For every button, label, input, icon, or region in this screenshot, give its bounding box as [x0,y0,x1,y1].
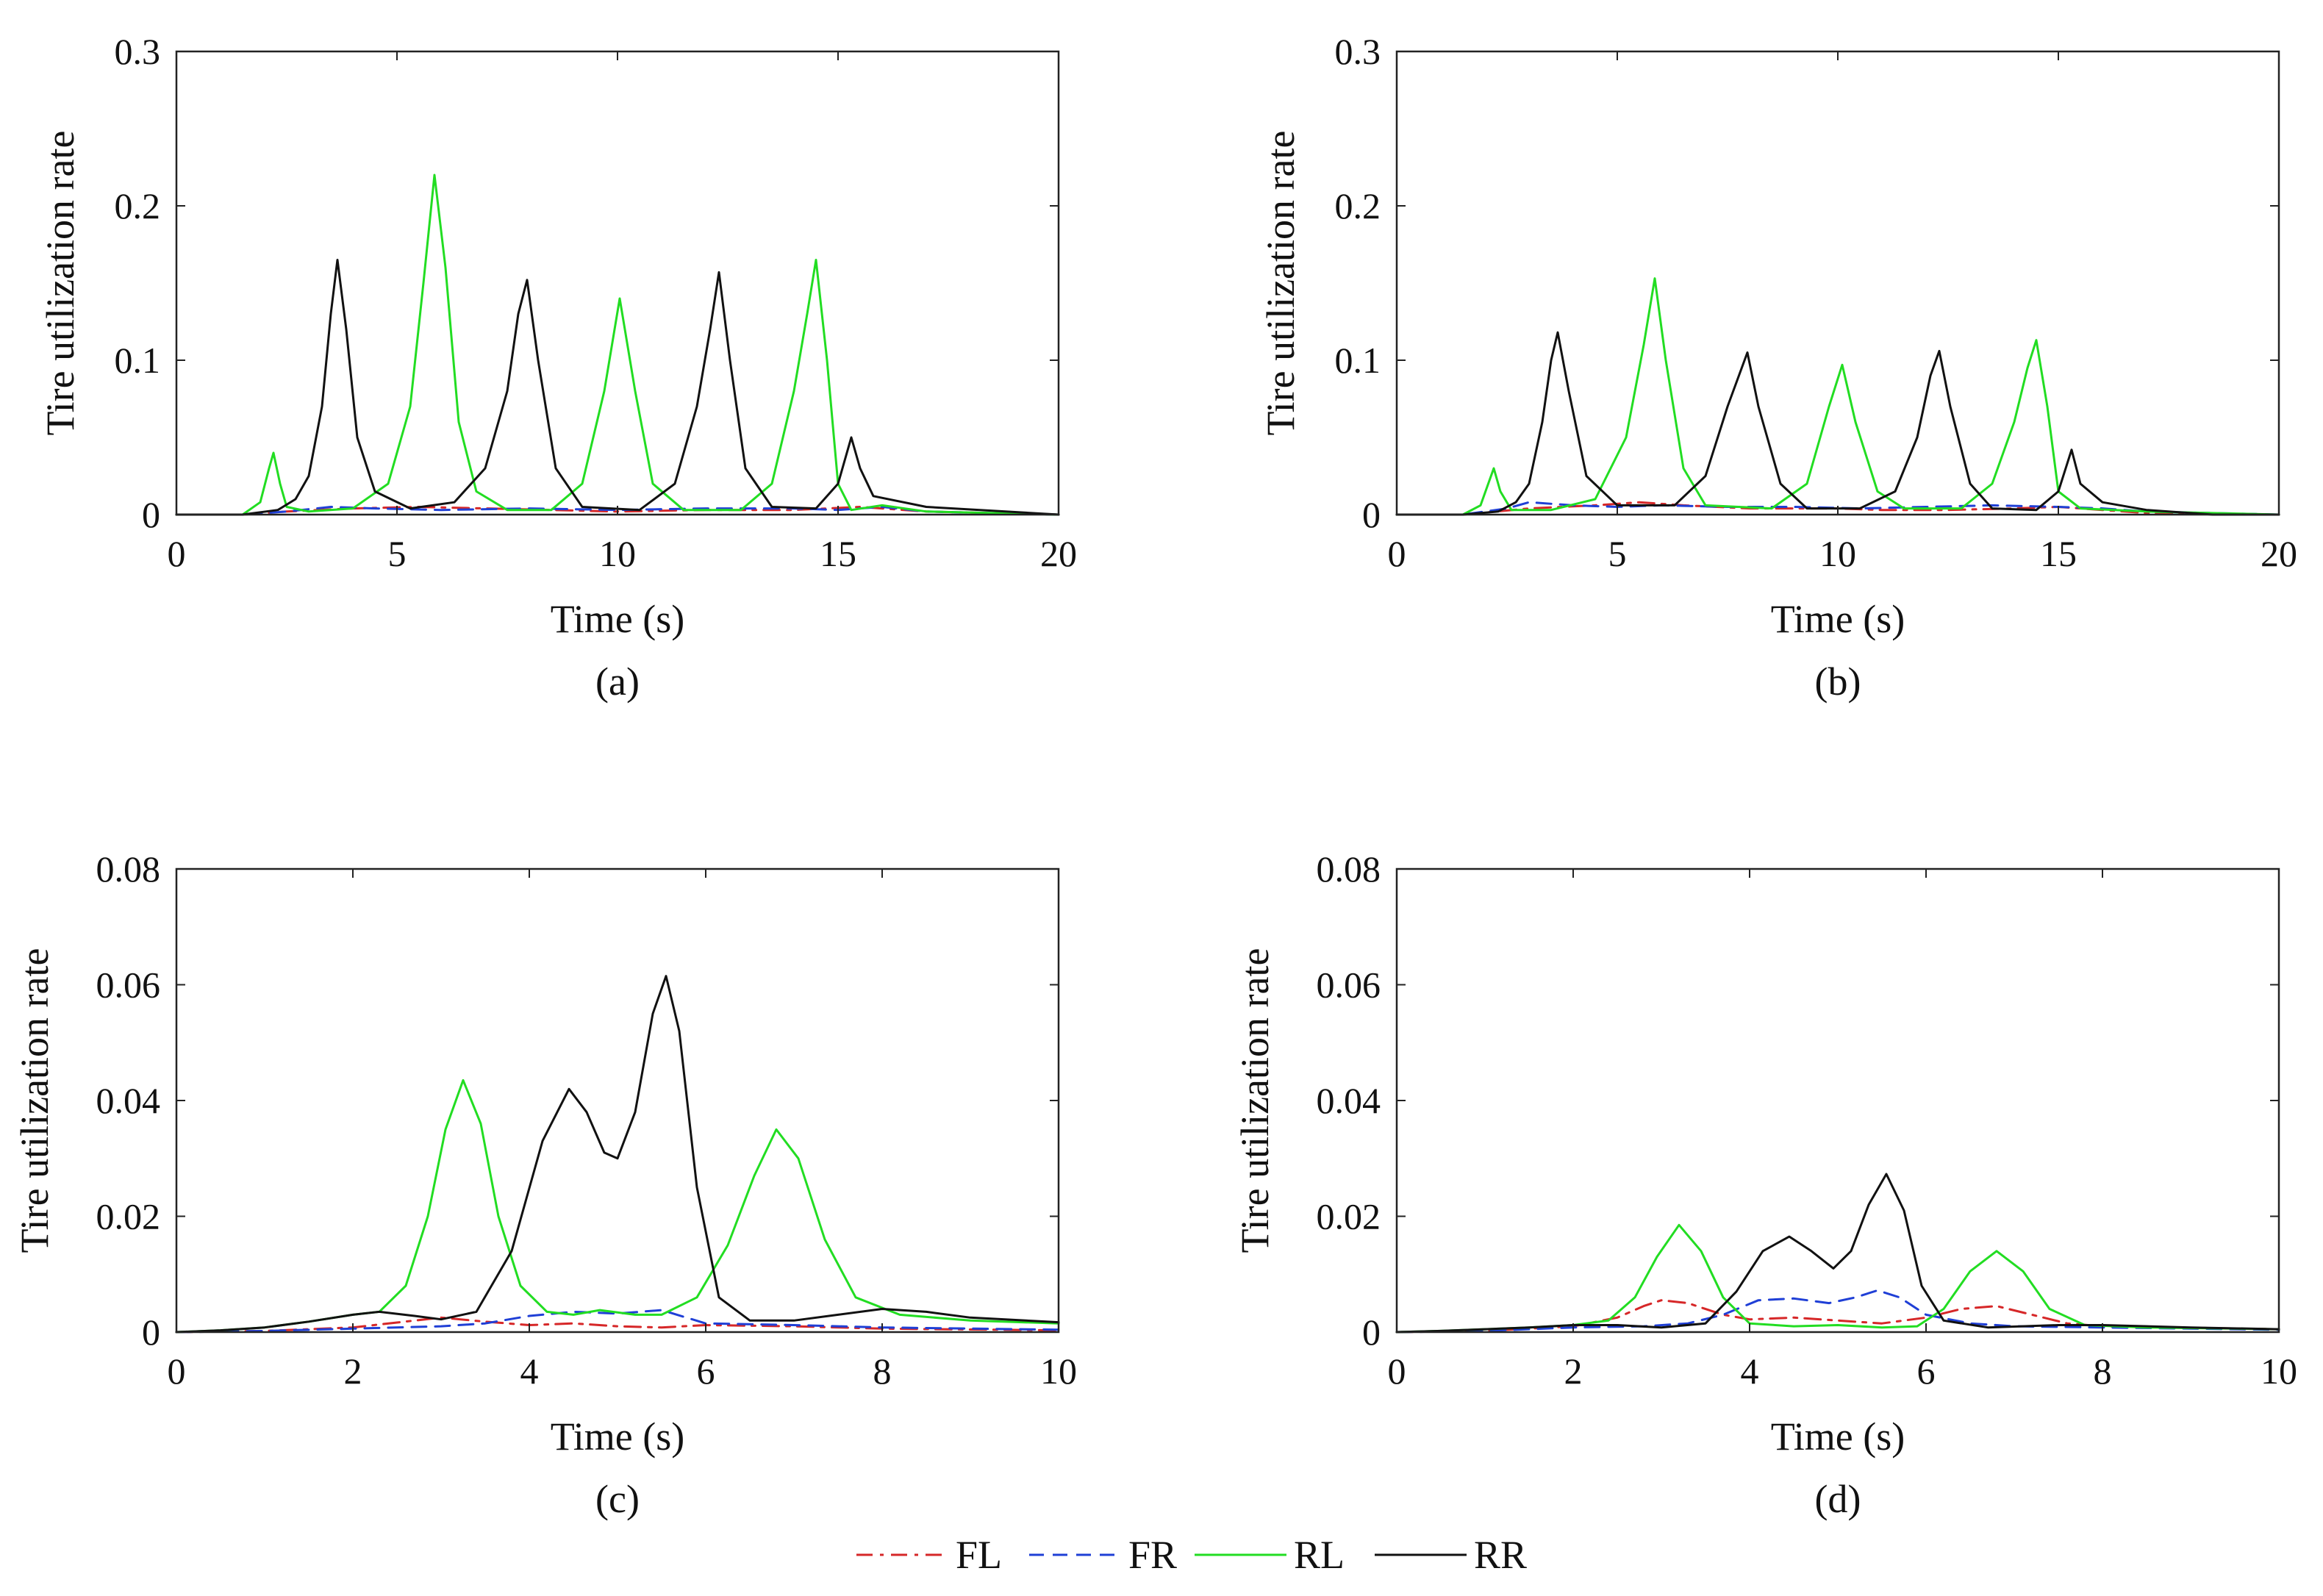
x-axis-label: Time (s) [551,597,685,641]
legend-item-rl: RL [1195,1533,1345,1577]
x-tick-label: 10 [1040,1350,1077,1392]
y-axis-label: Tire utilization rate [1259,131,1303,436]
legend-label: FL [956,1533,1002,1577]
plot-frame [175,50,1060,516]
x-tick-label: 10 [599,533,636,574]
x-tick-label: 0 [168,533,186,574]
legend-item-fr: FR [1029,1533,1177,1577]
y-axis-label: Tire utilization rate [38,131,82,436]
x-tick-label: 10 [2261,1350,2297,1392]
y-tick-label: 0.2 [115,185,161,226]
x-tick-label: 4 [520,1350,539,1392]
x-tick-label: 10 [1819,533,1856,574]
legend-item-fl: FL [856,1533,1002,1577]
legend-item-rr: RR [1375,1533,1527,1577]
plot-frame [175,867,1060,1334]
y-tick-label: 0.06 [96,965,161,1006]
panel-label: (d) [1815,1477,1861,1521]
y-axis-label: Tire utilization rate [12,948,57,1253]
y-tick-label: 0.02 [1317,1196,1381,1237]
panel-label: (a) [595,659,640,704]
y-tick-label: 0 [1362,494,1381,535]
series-line-rl [1395,277,2280,516]
chart-panel-1: 0 5 10 15 20 0 0.1 0.2 0.3 Time (s) Tire utilizati… [38,31,1077,704]
y-tick-label: 0.1 [115,340,161,381]
panel-label: (c) [595,1477,640,1521]
y-tick-label: 0 [1362,1311,1381,1353]
series-line-fr [1395,1289,2280,1334]
series-line-fl [175,506,1060,516]
series-line-rr [1395,331,2280,516]
plot-frame [1395,50,2280,516]
x-tick-label: 0 [168,1350,186,1392]
x-tick-label: 15 [820,533,856,574]
x-tick-label: 15 [2040,533,2077,574]
x-tick-label: 20 [1040,533,1077,574]
legend: FL FR RL RR [856,1533,1527,1577]
x-axis-label: Time (s) [1771,1414,1905,1459]
chart-panel-2: 0 5 10 15 20 0 0.1 0.2 0.3 Time (s) Tire utilizati… [1259,31,2297,704]
x-tick-label: 0 [1388,1350,1406,1392]
series-line-fr [175,506,1060,516]
y-tick-label: 0.3 [115,31,161,72]
series-line-rr [1395,1173,2280,1334]
y-tick-label: 0.2 [1335,185,1381,226]
x-tick-label: 8 [2094,1350,2112,1392]
y-tick-label: 0.08 [96,848,161,890]
x-axis-label: Time (s) [551,1414,685,1459]
x-tick-label: 20 [2261,533,2297,574]
x-tick-label: 8 [873,1350,892,1392]
y-tick-label: 0.1 [1335,340,1381,381]
chart-panel-3: 0 2 4 6 8 10 0 0.02 0.04 0.06 0.08 Time (s) Tire uti… [12,848,1077,1521]
series-line-rl [1395,1223,2280,1334]
x-tick-label: 4 [1741,1350,1759,1392]
x-tick-label: 0 [1388,533,1406,574]
series-line-rr [175,975,1060,1334]
x-tick-label: 5 [388,533,407,574]
legend-label: RL [1294,1533,1345,1577]
legend-label: RR [1474,1533,1527,1577]
series-line-rl [175,173,1060,516]
x-axis-label: Time (s) [1771,597,1905,641]
x-tick-label: 5 [1608,533,1627,574]
series-line-rr [175,259,1060,516]
y-tick-label: 0 [142,494,160,535]
chart-panel-4: 0 2 4 6 8 10 0 0.02 0.04 0.06 0.08 Time (s) Tire uti… [1233,848,2297,1521]
y-tick-label: 0.06 [1317,965,1381,1006]
y-tick-label: 0.02 [96,1196,161,1237]
y-tick-label: 0.3 [1335,31,1381,72]
series-line-fl [1395,1299,2280,1334]
y-tick-label: 0.04 [96,1080,161,1121]
y-tick-label: 0.08 [1317,848,1381,890]
x-tick-label: 6 [697,1350,715,1392]
y-axis-label: Tire utilization rate [1233,948,1277,1253]
x-tick-label: 2 [1564,1350,1583,1392]
series-line-rl [175,1078,1060,1334]
y-tick-label: 0 [142,1311,160,1353]
x-tick-label: 2 [344,1350,362,1392]
y-tick-label: 0.04 [1317,1080,1381,1121]
x-tick-label: 6 [1917,1350,1936,1392]
panel-label: (b) [1815,659,1861,704]
legend-label: FR [1128,1533,1177,1577]
